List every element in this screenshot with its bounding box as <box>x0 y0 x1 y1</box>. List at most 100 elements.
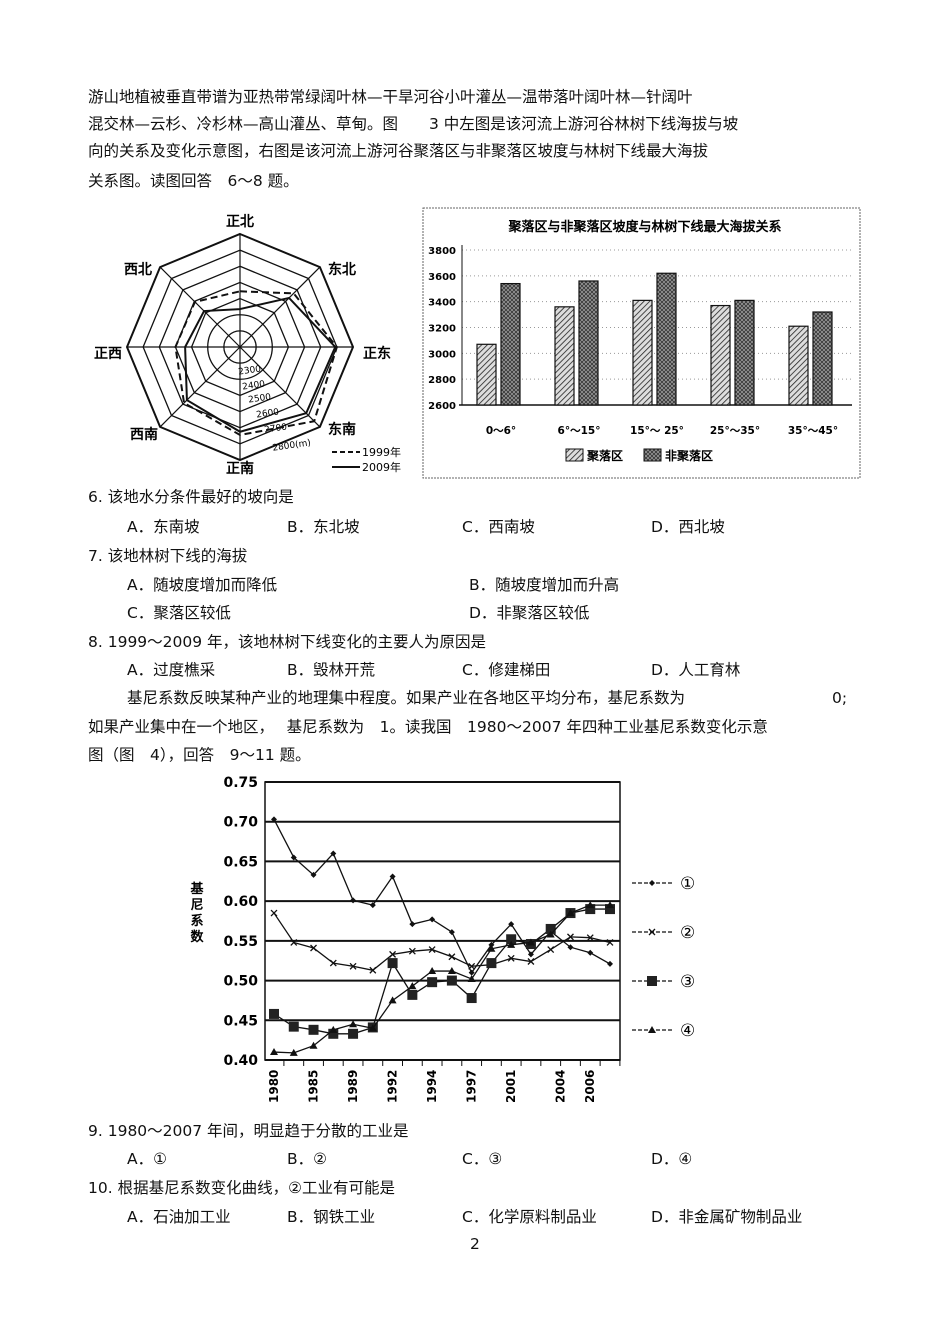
y-axis-label: 基 <box>189 881 204 897</box>
option-a[interactable]: A．随坡度增加而降低 <box>127 576 278 594</box>
option-d[interactable]: D．人工育林 <box>651 661 741 679</box>
ring-label: 2500 <box>248 392 272 405</box>
data-point <box>387 958 398 969</box>
x-tick-label: 0～6° <box>486 425 516 437</box>
paragraph-line: 基尼系数反映某种产业的地理集中程度。如果产业在各地区平均分布，基尼系数为 <box>127 689 686 707</box>
data-point <box>606 938 614 946</box>
data-point <box>605 904 615 915</box>
data-point <box>567 933 574 941</box>
option-c[interactable]: C．聚落区较低 <box>127 604 231 622</box>
paragraph-line: 如果产业集中在一个地区， 基尼系数为 1。读我国 1980～2007 年四种工业… <box>88 718 768 736</box>
x-tick-label: 2006 <box>583 1070 597 1103</box>
y-tick-label: 0.45 <box>223 1013 258 1029</box>
option-a[interactable]: A．石油加工业 <box>127 1208 231 1226</box>
radar-series-2009 <box>184 296 337 433</box>
data-point <box>328 1028 339 1039</box>
ring-label: 2300 <box>238 364 262 377</box>
data-point <box>290 854 297 861</box>
data-point <box>348 1028 359 1039</box>
option-b[interactable]: B．东北坡 <box>287 518 360 536</box>
y-tick-label: 0.50 <box>223 974 258 990</box>
y-tick-label: 3000 <box>428 349 456 360</box>
legend-marker <box>648 928 656 936</box>
ring-label: 2800(m) <box>272 438 312 453</box>
option-b[interactable]: B．毁林开荒 <box>287 661 376 679</box>
direction-label: 西南 <box>130 426 158 443</box>
option-a[interactable]: A．过度樵采 <box>127 661 216 679</box>
bar-chart: 聚落区与非聚落区坡度与林树下线最大海拔关系 3800 3600 3400 3200 300… <box>422 207 861 479</box>
bar-non-settlement <box>734 299 755 406</box>
data-point <box>466 993 477 1004</box>
paragraph-line: 0; <box>832 689 848 707</box>
ring-label: 2400 <box>242 379 266 392</box>
data-point <box>586 901 595 909</box>
question-stem: 7. 该地林树下线的海拔 <box>88 547 248 565</box>
x-tick-label: 1994 <box>425 1070 439 1103</box>
option-b[interactable]: B．② <box>287 1150 328 1168</box>
data-point <box>350 897 357 904</box>
plot-frame <box>264 781 621 1061</box>
data-point <box>308 1024 319 1035</box>
option-b[interactable]: B．钢铁工业 <box>287 1208 376 1226</box>
intro-line: 混交林—云杉、冷杉林—高山灌丛、草甸。图 3 中左图是该河流上游河谷林树下线海拔… <box>88 115 739 133</box>
option-d[interactable]: D．西北坡 <box>651 518 725 536</box>
x-tick-label: 1997 <box>465 1070 479 1103</box>
x-tick-label: 1985 <box>307 1070 321 1103</box>
option-c[interactable]: C．西南坡 <box>462 518 535 536</box>
y-tick-label: 0.55 <box>223 934 258 950</box>
data-point <box>349 962 357 970</box>
data-point <box>270 1048 278 1056</box>
legend-marker <box>647 976 657 986</box>
legend-label: 非聚落区 <box>665 448 713 463</box>
bar-settlement <box>476 343 497 406</box>
option-c[interactable]: C．化学原料制品业 <box>462 1208 597 1226</box>
legend-marker <box>649 880 655 886</box>
option-d[interactable]: D．④ <box>651 1150 693 1168</box>
direction-label: 西北 <box>124 262 152 278</box>
data-point <box>527 958 535 965</box>
y-axis-label: 系 <box>190 913 203 929</box>
y-tick-label: 3200 <box>428 324 456 335</box>
data-point <box>527 951 534 958</box>
data-point <box>606 901 614 909</box>
data-point <box>547 946 555 954</box>
y-tick-label: 0.40 <box>223 1053 258 1069</box>
option-c[interactable]: C．修建梯田 <box>462 661 551 679</box>
option-a[interactable]: A．① <box>127 1150 167 1168</box>
question-stem: 8. 1999～2009 年，该地林树下线变化的主要人为原因是 <box>88 633 487 651</box>
x-tick-label: 1989 <box>346 1070 360 1103</box>
data-point <box>447 967 456 975</box>
legend-swatch <box>565 448 584 462</box>
data-point <box>290 938 298 946</box>
data-point <box>428 946 436 954</box>
legend-marker <box>648 1026 656 1033</box>
direction-label: 东南 <box>328 421 356 438</box>
data-point <box>507 954 515 962</box>
question-stem: 10. 根据基尼系数变化曲线，②工业有可能是 <box>88 1179 395 1197</box>
data-point <box>288 1021 299 1032</box>
legend-label: ① <box>680 874 695 894</box>
data-point <box>546 930 555 938</box>
data-point <box>369 966 377 974</box>
data-point <box>369 902 376 909</box>
option-d[interactable]: D．非金属矿物制品业 <box>651 1208 803 1226</box>
chart-frame <box>422 207 861 479</box>
data-point <box>389 950 397 958</box>
bar-settlement <box>788 325 809 406</box>
y-tick-label: 3600 <box>428 272 456 283</box>
option-d[interactable]: D．非聚落区较低 <box>469 604 590 622</box>
data-point <box>448 929 455 936</box>
option-a[interactable]: A．东南坡 <box>127 518 200 536</box>
legend-label: 聚落区 <box>586 448 623 463</box>
option-c[interactable]: C．③ <box>462 1150 503 1168</box>
x-tick-label: 2004 <box>554 1070 568 1103</box>
x-tick-label: 15°～ 25° <box>630 425 684 437</box>
legend-label: ② <box>680 923 695 943</box>
intro-line: 游山地植被垂直带谱为亚热带常绿阔叶林—干旱河谷小叶灌丛—温带落叶阔叶林—针阔叶 <box>88 88 693 106</box>
data-point <box>408 982 417 990</box>
legend-label: ④ <box>680 1021 695 1041</box>
option-b[interactable]: B．随坡度增加而升高 <box>469 576 620 594</box>
data-point <box>388 996 397 1004</box>
data-point <box>269 1008 279 1019</box>
